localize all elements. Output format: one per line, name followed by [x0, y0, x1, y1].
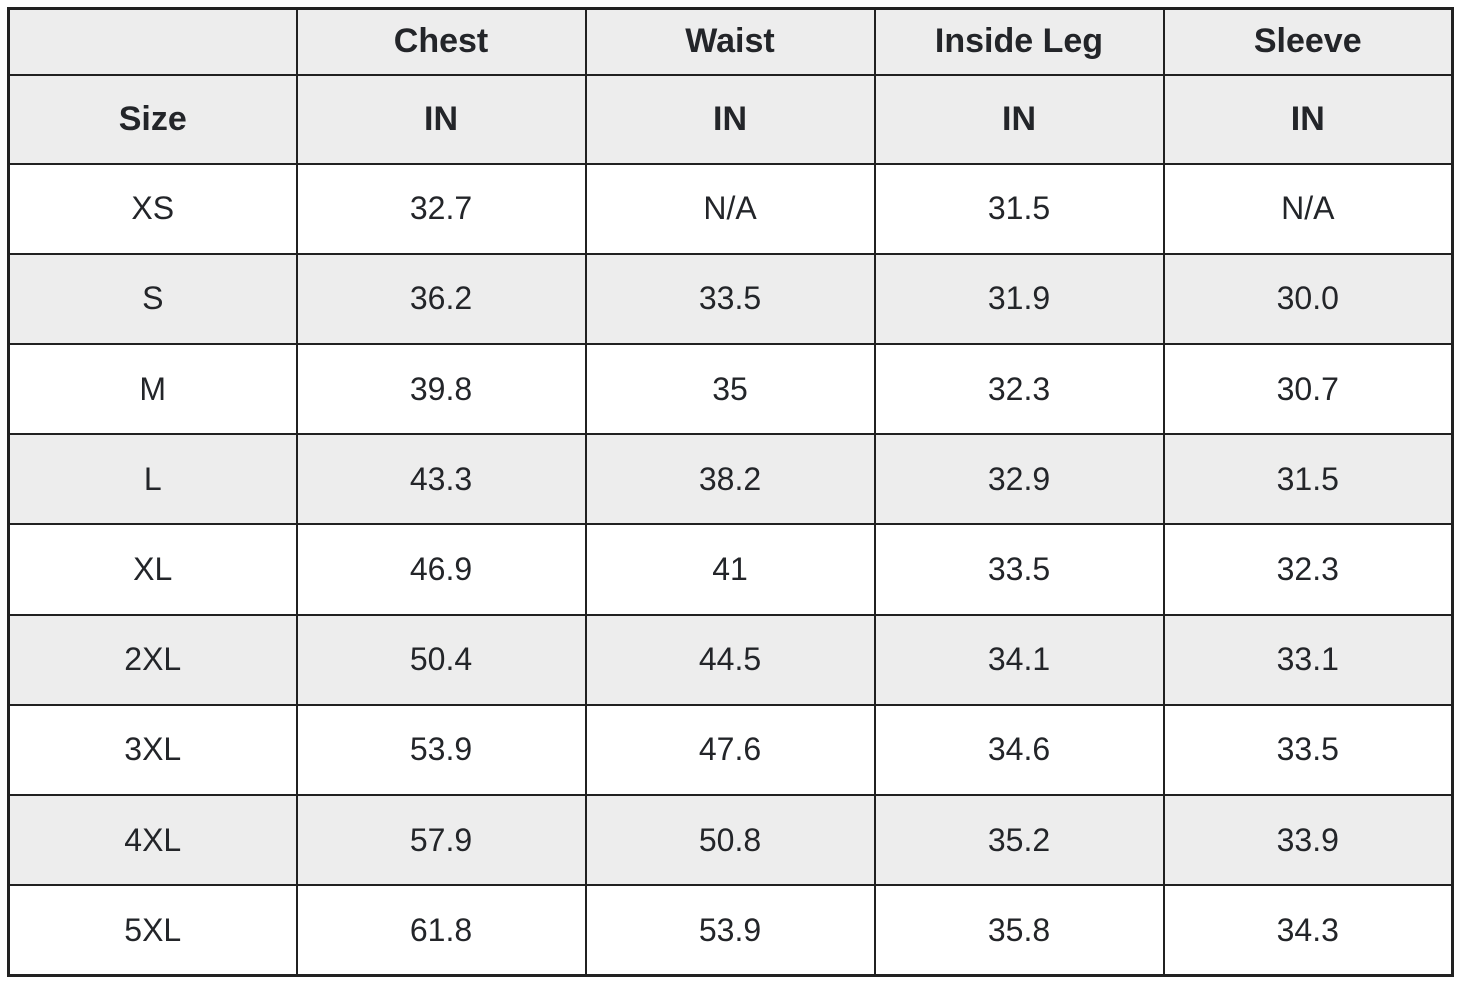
value-cell: 53.9: [295, 703, 587, 797]
value-cell: 46.9: [295, 523, 587, 616]
value-cell: 35.8: [873, 884, 1165, 977]
size-chart: Chest Waist Inside Leg Sleeve Size IN IN…: [7, 7, 1454, 977]
unit-cell-chest: IN: [295, 73, 587, 165]
value-cell: N/A: [1162, 162, 1454, 255]
row-label: XL: [7, 523, 298, 616]
value-cell: 41: [584, 523, 876, 616]
value-cell: 38.2: [584, 433, 876, 526]
value-cell: 61.8: [295, 884, 587, 977]
value-cell: 31.5: [873, 162, 1165, 255]
value-cell: 43.3: [295, 433, 587, 526]
row-label: 3XL: [7, 703, 298, 797]
row-label: L: [7, 433, 298, 526]
value-cell: 32.3: [873, 342, 1165, 436]
value-cell: 35: [584, 342, 876, 436]
table-row-5xl: 5XL 61.8 53.9 35.8 34.3: [7, 884, 1454, 977]
measurement-header-row: Chest Waist Inside Leg Sleeve: [7, 7, 1454, 76]
value-cell: 34.3: [1162, 884, 1454, 977]
value-cell: 34.6: [873, 703, 1165, 797]
value-cell: 33.5: [584, 252, 876, 345]
row-label: S: [7, 252, 298, 345]
column-header-sleeve: Sleeve: [1162, 7, 1454, 76]
value-cell: 31.9: [873, 252, 1165, 345]
value-cell: 32.7: [295, 162, 587, 255]
value-cell: N/A: [584, 162, 876, 255]
row-label: 2XL: [7, 613, 298, 706]
column-header-inside-leg: Inside Leg: [873, 7, 1165, 76]
value-cell: 33.5: [873, 523, 1165, 616]
column-header-waist: Waist: [584, 7, 876, 76]
corner-blank-cell: [7, 7, 298, 76]
value-cell: 33.5: [1162, 703, 1454, 797]
value-cell: 36.2: [295, 252, 587, 345]
value-cell: 30.0: [1162, 252, 1454, 345]
table-row-3xl: 3XL 53.9 47.6 34.6 33.5: [7, 703, 1454, 797]
value-cell: 32.9: [873, 433, 1165, 526]
value-cell: 31.5: [1162, 433, 1454, 526]
size-column-header: Size: [7, 73, 298, 165]
unit-cell-inside-leg: IN: [873, 73, 1165, 165]
table-row-4xl: 4XL 57.9 50.8 35.2 33.9: [7, 794, 1454, 887]
unit-cell-waist: IN: [584, 73, 876, 165]
table-row-2xl: 2XL 50.4 44.5 34.1 33.1: [7, 613, 1454, 706]
table-row-s: S 36.2 33.5 31.9 30.0: [7, 252, 1454, 345]
column-header-chest: Chest: [295, 7, 587, 76]
table-row-xs: XS 32.7 N/A 31.5 N/A: [7, 162, 1454, 255]
value-cell: 53.9: [584, 884, 876, 977]
value-cell: 50.4: [295, 613, 587, 706]
row-label: XS: [7, 162, 298, 255]
value-cell: 44.5: [584, 613, 876, 706]
value-cell: 34.1: [873, 613, 1165, 706]
value-cell: 39.8: [295, 342, 587, 436]
row-label: M: [7, 342, 298, 436]
table-row-xl: XL 46.9 41 33.5 32.3: [7, 523, 1454, 616]
table-row-m: M 39.8 35 32.3 30.7: [7, 342, 1454, 436]
value-cell: 32.3: [1162, 523, 1454, 616]
unit-header-row: Size IN IN IN IN: [7, 73, 1454, 165]
table-row-l: L 43.3 38.2 32.9 31.5: [7, 433, 1454, 526]
row-label: 4XL: [7, 794, 298, 887]
unit-cell-sleeve: IN: [1162, 73, 1454, 165]
value-cell: 50.8: [584, 794, 876, 887]
value-cell: 33.9: [1162, 794, 1454, 887]
value-cell: 30.7: [1162, 342, 1454, 436]
value-cell: 33.1: [1162, 613, 1454, 706]
size-chart-table: Chest Waist Inside Leg Sleeve Size IN IN…: [7, 7, 1454, 977]
value-cell: 47.6: [584, 703, 876, 797]
row-label: 5XL: [7, 884, 298, 977]
value-cell: 57.9: [295, 794, 587, 887]
value-cell: 35.2: [873, 794, 1165, 887]
